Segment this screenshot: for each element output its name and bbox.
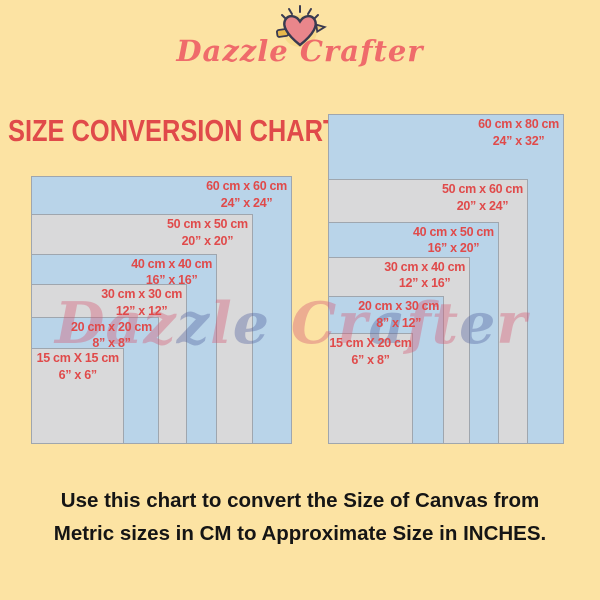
size-label-inch: 16” x 20” xyxy=(427,241,480,256)
footer-line-2: Metric sizes in CM to Approximate Size i… xyxy=(53,522,547,546)
size-rect-15x15 xyxy=(31,348,125,444)
size-label-cm: 60 cm x 60 cm xyxy=(206,179,287,193)
size-label: 20 cm x 20 cm 8” x 8” xyxy=(71,319,152,352)
size-label-cm: 50 cm x 60 cm xyxy=(442,182,523,196)
size-label-inch: 8” x 8” xyxy=(92,336,131,351)
size-label-inch: 20” x 20” xyxy=(181,233,234,248)
size-label-cm: 15 cm X 15 cm xyxy=(36,351,120,366)
footer-instruction: Use this chart to convert the Size of Ca… xyxy=(0,484,600,550)
size-label-cm: 50 cm x 50 cm xyxy=(166,217,248,232)
size-label: 20 cm x 30 cm 8” x 12” xyxy=(358,298,439,331)
size-rect-15x20 xyxy=(328,333,413,444)
size-label-cm: 30 cm x 40 cm xyxy=(384,259,466,274)
size-label-inch: 8” x 12” xyxy=(376,315,422,330)
size-label: 60 cm x 80 cm 24” x 32” xyxy=(478,116,559,149)
size-label: 50 cm x 50 cm 20” x 20” xyxy=(167,216,248,249)
rectangular-sizes-chart: 60 cm x 80 cm 24” x 32” 50 cm x 60 cm 20… xyxy=(328,114,564,444)
size-label-cm: 15 cm X 20 cm xyxy=(329,336,412,351)
size-label: 40 cm x 50 cm 16” x 20” xyxy=(413,224,494,257)
size-label: 30 cm x 30 cm 12” x 12” xyxy=(101,286,182,319)
size-label: 60 cm x 60 cm 24” x 24” xyxy=(206,178,287,211)
size-label: 30 cm x 40 cm 12” x 16” xyxy=(384,259,465,292)
size-label-cm: 20 cm x 30 cm xyxy=(358,299,440,314)
size-label-inch: 24” x 32” xyxy=(492,133,545,148)
size-label-cm: 20 cm x 20 cm xyxy=(71,319,152,334)
size-label-cm: 60 cm x 80 cm xyxy=(478,117,559,131)
size-label-inch: 20” x 24” xyxy=(456,198,509,213)
size-label-inch: 16” x 16” xyxy=(145,273,198,288)
size-label-inch: 12” x 12” xyxy=(115,303,168,318)
size-label-inch: 24” x 24” xyxy=(220,195,273,210)
size-label: 50 cm x 60 cm 20” x 24” xyxy=(442,181,523,214)
size-label-inch: 12” x 16” xyxy=(398,276,451,291)
size-label: 15 cm X 15 cm 6” x 6” xyxy=(31,350,124,383)
size-label: 15 cm X 20 cm 6” x 8” xyxy=(328,335,413,368)
size-label-inch: 6” x 6” xyxy=(58,367,98,382)
page-title: SIZE CONVERSION CHART xyxy=(8,113,339,148)
size-label-cm: 30 cm x 30 cm xyxy=(101,287,183,301)
size-label-cm: 40 cm x 50 cm xyxy=(412,224,494,239)
brand-wordmark: Dazzle Crafter xyxy=(176,34,424,68)
size-label-cm: 40 cm x 40 cm xyxy=(131,256,213,271)
size-label-inch: 6” x 8” xyxy=(351,352,390,367)
size-label: 40 cm x 40 cm 16” x 16” xyxy=(131,256,212,289)
footer-line-1: Use this chart to convert the Size of Ca… xyxy=(60,489,540,512)
heart-pencil-logo-icon xyxy=(276,5,327,47)
square-sizes-chart: 60 cm x 60 cm 24” x 24” 50 cm x 50 cm 20… xyxy=(31,176,292,444)
